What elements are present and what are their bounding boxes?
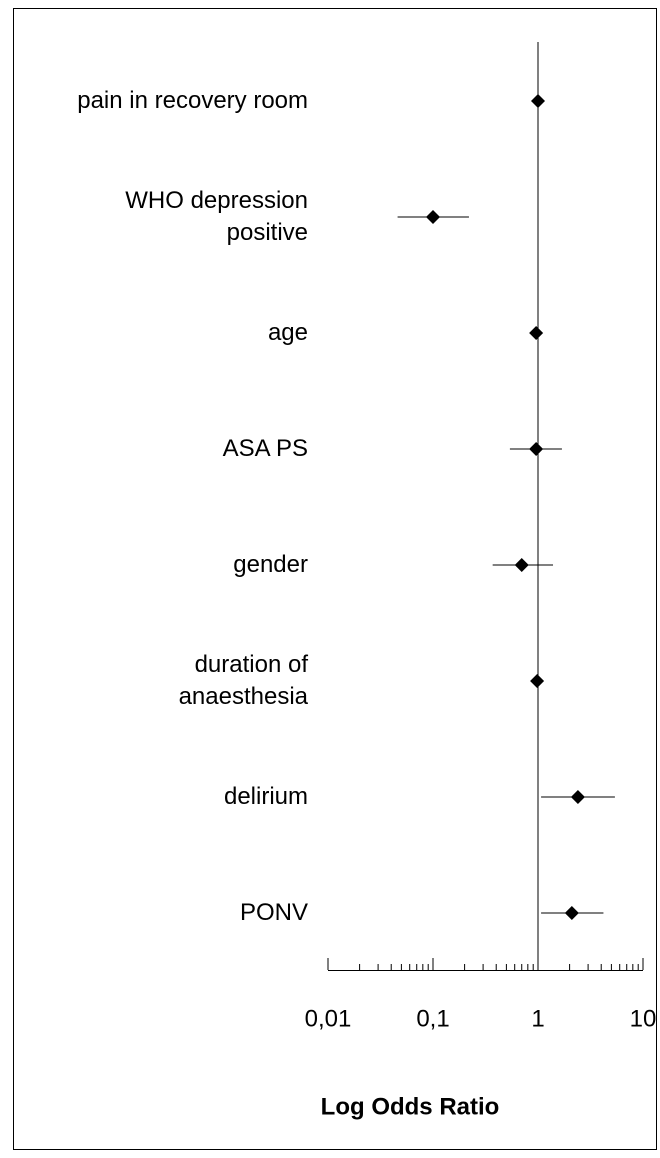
x-tick-label: 0,1 [416,1005,449,1032]
x-axis-title: Log Odds Ratio [321,1093,500,1120]
category-label: gender [233,551,308,578]
point [531,94,545,108]
category-label: age [267,319,308,346]
point [529,442,544,456]
category-label: ASA PS [222,435,308,462]
point [514,558,529,572]
point [570,790,585,804]
category-label: WHO depression positive [125,187,308,246]
x-tick-label: 0,01 [305,1005,352,1032]
category-label: delirium [223,783,308,810]
point [564,906,579,920]
x-tick-label: 10 [630,1005,657,1032]
point [529,326,544,340]
category-label: duration of anaesthesia [178,651,308,710]
category-label: PONV [239,899,308,926]
point [426,210,440,224]
category-label: pain in recovery room [77,87,308,114]
chart-border [13,8,657,1150]
point [530,674,545,688]
x-tick-label: 1 [531,1005,544,1032]
